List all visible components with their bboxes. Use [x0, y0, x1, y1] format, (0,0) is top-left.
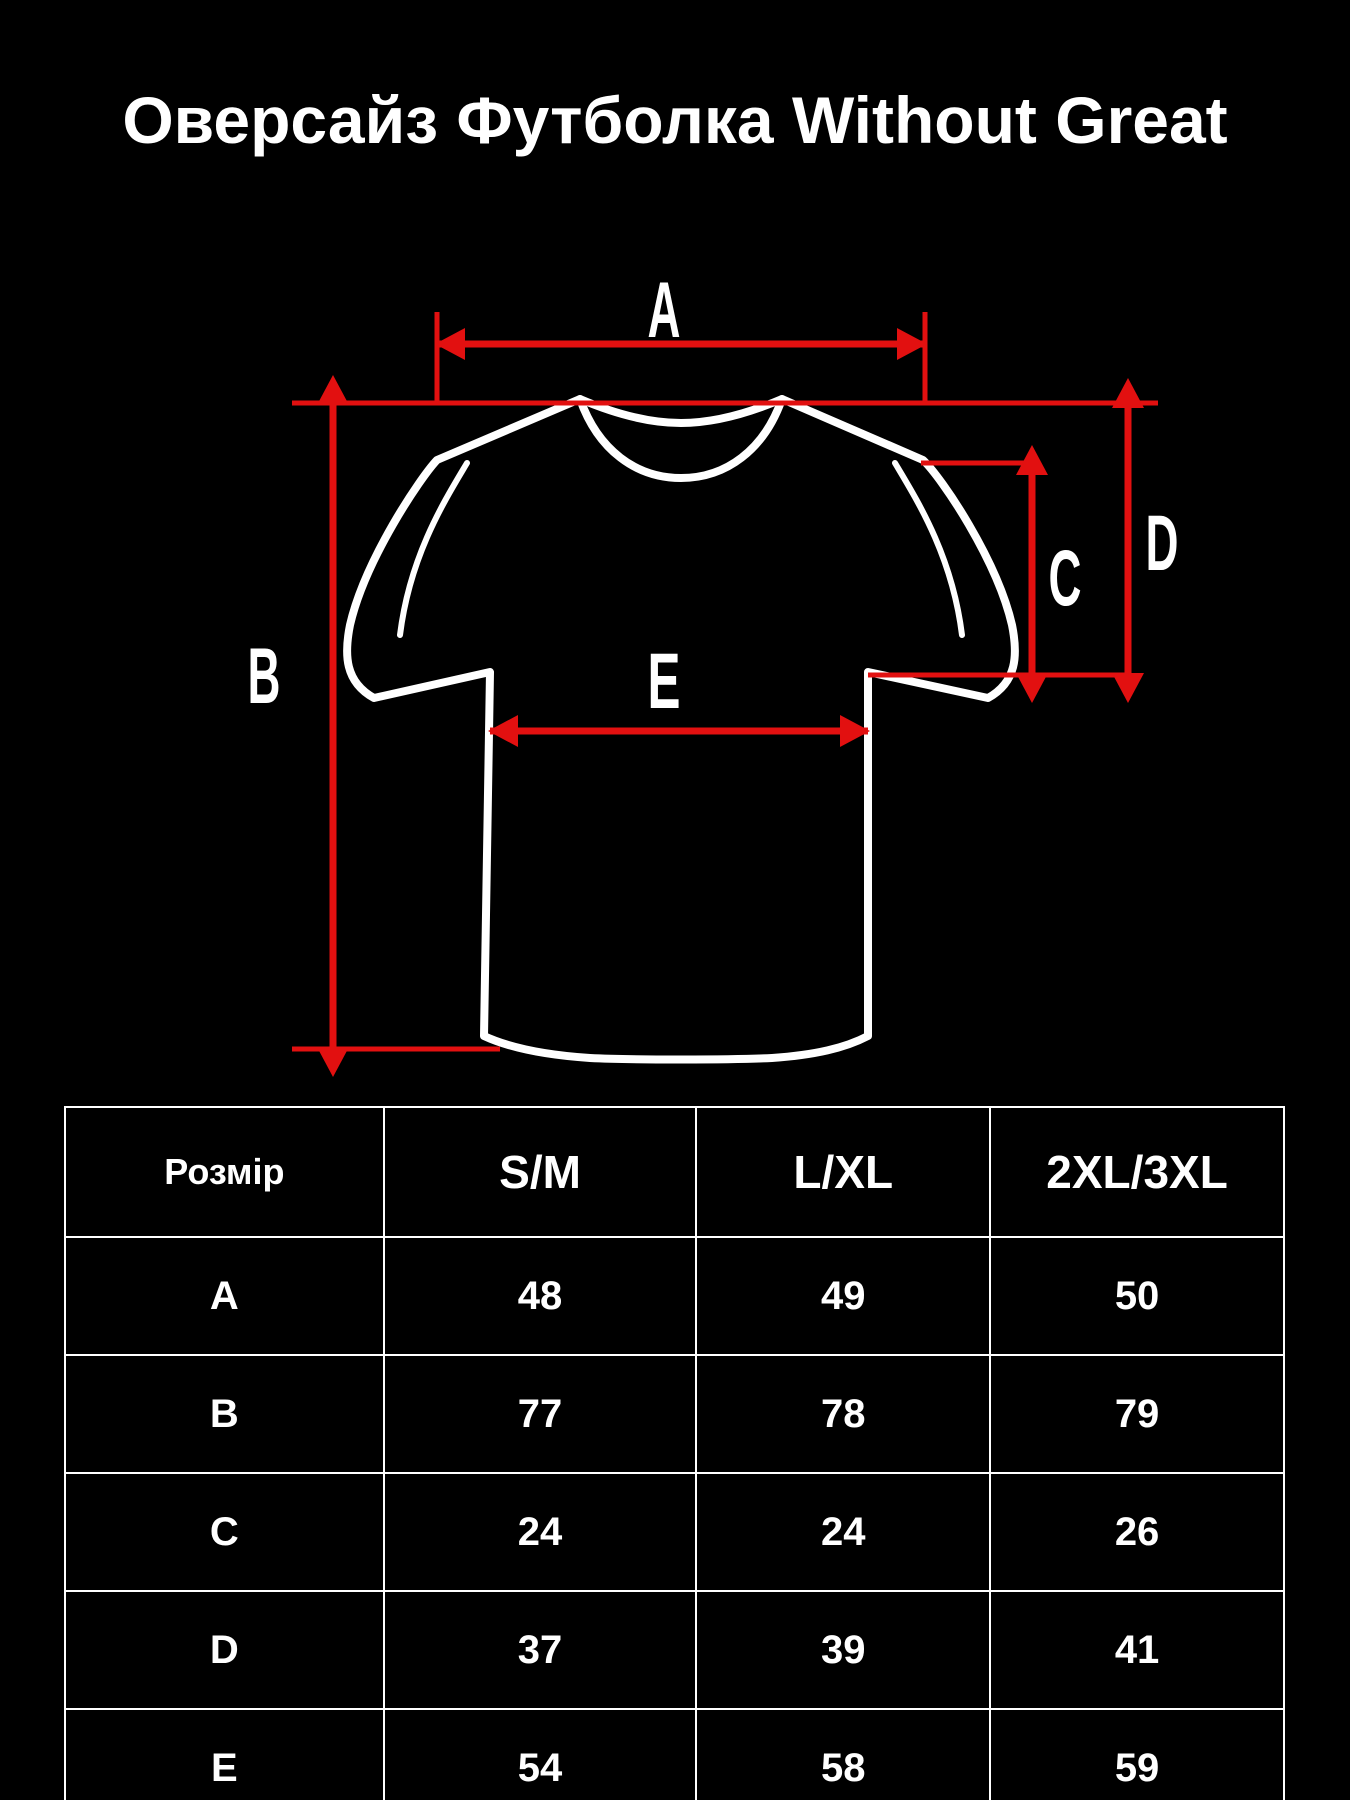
svg-text:E: E	[648, 636, 681, 725]
svg-text:B: B	[248, 631, 281, 720]
svg-text:D: D	[1146, 498, 1179, 587]
svg-text:C: C	[1049, 533, 1082, 622]
svg-text:A: A	[648, 265, 681, 354]
